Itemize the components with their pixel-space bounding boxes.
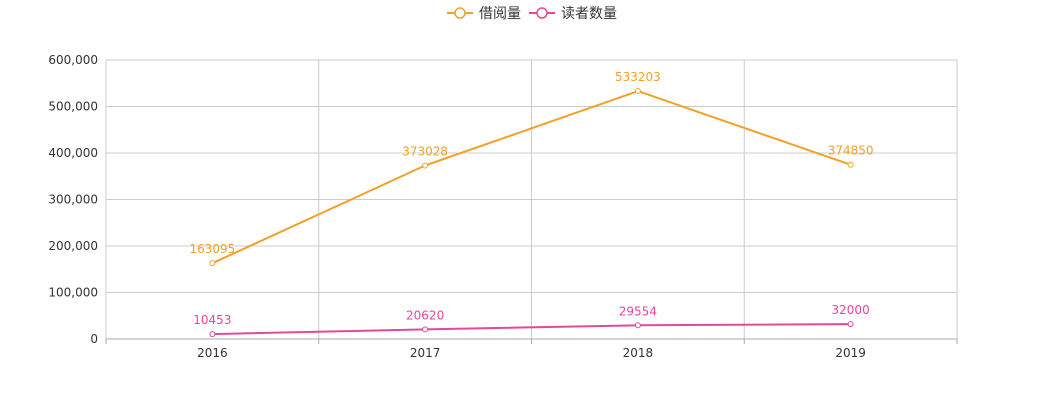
- data-label: 32000: [832, 303, 870, 317]
- data-point: [209, 331, 216, 338]
- data-label: 373028: [402, 145, 448, 159]
- series-line: [211, 90, 851, 265]
- data-point: [634, 322, 641, 329]
- y-tick-label: 400,000: [48, 146, 98, 160]
- y-tick-label: 200,000: [48, 239, 98, 253]
- data-label: 163095: [189, 242, 235, 256]
- x-tick-label: 2016: [197, 346, 228, 360]
- data-point: [422, 162, 429, 169]
- data-point: [209, 260, 216, 267]
- y-tick-label: 0: [90, 332, 98, 346]
- y-tick-label: 600,000: [48, 53, 98, 67]
- axes: 0 100,000 200,000 300,000 400,000 500,000 600,…: [48, 53, 958, 360]
- y-tick-label: 100,000: [48, 286, 98, 300]
- x-tick-label: 2017: [410, 346, 441, 360]
- series-2: 10453 20620 29554 32000: [193, 303, 870, 338]
- series-layer: 163095 373028 533203 374850 10453 20620 29554 3…: [189, 70, 874, 338]
- x-tick-label: 2019: [835, 346, 866, 360]
- legend: 借阅量 读者数量: [447, 5, 617, 22]
- legend-marker: [454, 7, 466, 19]
- data-point: [634, 88, 641, 95]
- data-point: [422, 326, 429, 333]
- legend-label: 读者数量: [561, 5, 617, 22]
- legend-item: 借阅量: [447, 6, 521, 22]
- y-tick-label: 300,000: [48, 193, 98, 207]
- x-tick-label: 2018: [623, 346, 654, 360]
- legend-marker: [536, 7, 548, 19]
- grid: [105, 59, 958, 339]
- legend-label: 借阅量: [479, 6, 521, 22]
- y-tick-label: 500,000: [48, 100, 98, 114]
- data-label: 10453: [193, 313, 231, 327]
- data-label: 533203: [615, 70, 661, 84]
- data-point: [847, 321, 854, 328]
- legend-item: 读者数量: [529, 5, 617, 22]
- data-label: 374850: [828, 144, 874, 158]
- data-point: [847, 161, 854, 168]
- series-line: [212, 323, 851, 336]
- data-label: 20620: [406, 308, 444, 322]
- data-label: 29554: [619, 304, 657, 318]
- series-1: 163095 373028 533203 374850: [189, 70, 874, 267]
